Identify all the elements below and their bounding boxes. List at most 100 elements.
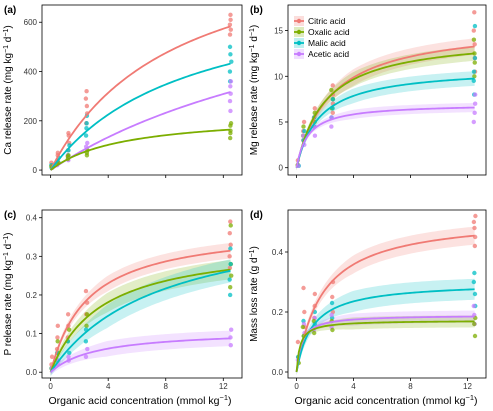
panel-b-fit-line-acetic-acid [295,106,475,168]
panel-b-point-malic-acid-12 [472,23,478,29]
panel-a-point-malic-acid-9 [84,121,89,126]
panel-c-point-citric-acid-12 [227,254,232,259]
panel-a-point-oxalic-acid-6 [66,153,71,158]
panel-b-point-citric-acid-16 [472,10,477,15]
legend-key-dot-oxalic-acid [296,29,302,35]
panel-c-point-oxalic-acid-7 [228,285,233,290]
panel-d-band-citric-acid [296,226,475,376]
legend-label-acetic-acid: Acetic acid [308,49,349,59]
panel-d-xtick-label-2: 8 [408,382,413,391]
panel-a-fit-line-malic-acid [49,62,231,171]
panel-d-xtick-label-1: 4 [351,382,356,391]
panel-b-frame [287,4,487,176]
panel-a-y-axis-label: Ca release rate (mg kg−1 d−1) [3,25,15,154]
panel-d-point-citric-acid-13 [472,225,477,231]
panel-b-y-axis-label: Mg release rate (mg kg−1 d−1) [249,25,261,155]
panel-a-plot-area [49,12,234,171]
panel-c-point-acetic-acid-4 [66,354,71,359]
panel-b-point-malic-acid-10 [471,69,477,74]
panel-d-fit-line-malic-acid [295,288,475,373]
panel-a-fit-line-oxalic-acid [50,128,231,171]
panel-c-ytick-label-0: 0.0 [26,368,38,377]
legend-item-acetic-acid: Acetic acid [294,49,349,59]
panel-c-fit-line-oxalic-acid [49,268,231,373]
panel-b-point-acetic-acid-9 [472,101,478,106]
panel-c-xtick-label-2: 8 [164,382,169,391]
panel-a-point-malic-acid-13 [229,59,234,64]
panel-c-point-citric-acid-1 [49,354,55,359]
panel-c-point-citric-acid-13 [228,242,233,247]
panel-c-point-malic-acid-10 [228,246,233,251]
panel-a-ytick-label-1: 200 [24,117,38,126]
panel-a-ytick-label-0: 0 [33,166,38,175]
panel-c-point-oxalic-acid-10 [228,223,233,228]
panel-d-plot-area [295,213,478,376]
panel-a-point-acetic-acid-10 [228,108,233,114]
panel-b-band-oxalic-acid [296,46,475,171]
panel-d-point-malic-acid-9 [471,279,477,285]
panel-c-fit-line-acetic-acid [50,337,231,373]
panel-a: 0 200 400 600 (a) Ca release rate (mg kg−1 d−… [3,4,243,178]
legend-label-malic-acid: Malic acid [308,38,346,48]
panel-d-y-axis-label: Mass loss rate (g d−1) [249,246,261,342]
panel-b-point-malic-acid-2 [302,128,307,134]
panel-c-fit-line-malic-acid [49,269,231,373]
panel-a-point-malic-acid-12 [227,69,233,74]
panel-d-point-acetic-acid-9 [471,303,476,309]
panel-a-point-citric-acid-12 [84,103,90,109]
panel-c-ytick-label-4: 0.4 [26,214,38,223]
panel-c-xtick-label-1: 4 [106,382,111,391]
panel-d-point-malic-acid-8 [472,291,478,297]
panel-a-point-acetic-acid-14 [228,79,234,84]
x-axis-label-left: Organic acid concentration (mmol kg−1) [48,393,231,408]
panel-d-ytick-label-2: 0.4 [272,248,284,257]
panel-b-point-acetic-acid-7 [471,119,476,125]
panel-c-point-citric-acid-15 [228,219,233,224]
panel-a-point-citric-acid-13 [83,96,89,101]
panel-b-point-oxalic-acid-8 [472,74,477,79]
panel-a-point-citric-acid-19 [228,12,233,18]
panel-d-point-oxalic-acid-3 [311,330,317,336]
panel-a-point-malic-acid-15 [227,44,233,50]
panel-c-y-axis-label: P release rate (mg kg−1 d−1) [3,232,15,355]
panel-d-point-citric-acid-3 [302,309,307,315]
panel-d-point-citric-acid-7 [312,291,318,297]
panel-b-point-acetic-acid-3 [312,133,318,138]
panel-a-point-acetic-acid-13 [228,84,233,89]
panel-b: 0 5 10 15 (b) Mg release rate (mg kg−1 d−1) [249,4,487,178]
panel-c-point-citric-acid-7 [65,312,71,317]
panel-c-letter: (c) [4,210,16,221]
panel-c-point-malic-acid-5 [83,339,89,344]
panel-c-point-citric-acid-3 [55,335,60,340]
panel-d-point-citric-acid-4 [301,285,306,291]
panel-a-ytick-label-3: 600 [24,18,38,27]
panel-c-point-malic-acid-9 [228,261,233,267]
panel-c-point-citric-acid-10 [83,288,89,294]
panel-a-point-malic-acid-7 [83,133,89,138]
panel-a-point-citric-acid-15 [227,32,233,37]
panel-b-point-oxalic-acid-9 [472,60,477,65]
panel-b-point-citric-acid-8 [330,110,335,116]
panel-d-point-citric-acid-15 [473,213,478,219]
panel-b-point-malic-acid-7 [330,96,336,102]
panel-b-point-acetic-acid-5 [329,124,334,129]
panel-c-point-acetic-acid-7 [228,342,233,348]
panel-b-point-malic-acid-11 [472,55,478,61]
panel-a-point-citric-acid-16 [228,27,233,32]
panel-a-letter: (a) [4,5,16,16]
panel-b-ytick-label-2: 10 [274,72,283,81]
panel-a-point-citric-acid-14 [84,89,89,94]
panel-d-point-malic-acid-6 [329,300,335,306]
panel-c-band-acetic-acid [50,330,231,375]
panel-c-point-acetic-acid-9 [228,327,234,332]
panel-c-ytick-label-1: 0.1 [26,330,38,339]
panel-d-point-oxalic-acid-5 [330,327,335,333]
panel-b-point-citric-acid-15 [471,28,476,33]
panel-d-fit-line-acetic-acid [295,315,475,373]
panel-b-point-oxalic-acid-11 [471,37,477,42]
panel-d-fit-line-oxalic-acid [295,320,475,373]
panel-d-letter: (d) [250,210,263,221]
